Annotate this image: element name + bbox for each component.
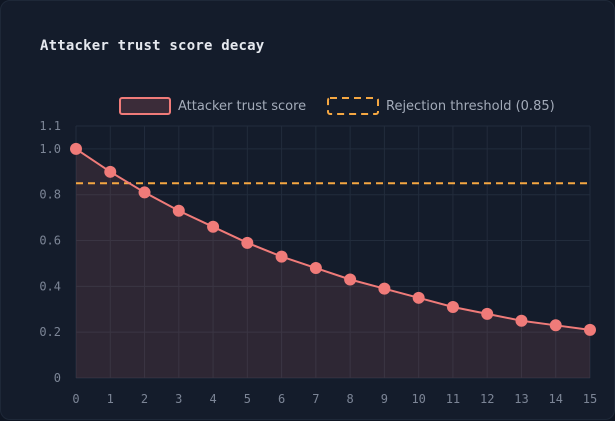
data-point[interactable] [104, 165, 117, 178]
legend[interactable]: Attacker trust score Rejection threshold… [119, 97, 555, 115]
x-tick-label: 6 [278, 392, 285, 406]
legend-label-trust-score: Attacker trust score [178, 99, 306, 114]
data-point[interactable] [172, 204, 185, 217]
data-point[interactable] [309, 262, 322, 275]
trust-score-points [70, 142, 596, 336]
y-tick-labels: 0 0.2 0.4 0.6 0.8 1.0 1.1 [39, 119, 61, 385]
x-tick-label: 14 [549, 392, 563, 406]
data-point[interactable] [446, 300, 459, 313]
x-tick-label: 0 [72, 392, 79, 406]
x-tick-label: 1 [107, 392, 114, 406]
trust-score-line [75, 148, 591, 331]
legend-swatch-trust-score [119, 97, 171, 115]
x-tick-label: 13 [514, 392, 528, 406]
x-tick-label: 9 [381, 392, 388, 406]
data-point[interactable] [584, 323, 596, 336]
legend-label-threshold: Rejection threshold (0.85) [386, 99, 555, 114]
x-tick-label: 15 [583, 392, 597, 406]
y-tick-label: 0.2 [39, 325, 61, 339]
data-point[interactable] [275, 250, 288, 263]
x-tick-label: 2 [141, 392, 148, 406]
y-tick-label: 0.8 [39, 188, 61, 202]
chart-title: Attacker trust score decay [40, 38, 265, 54]
y-tick-label: 0 [54, 371, 61, 385]
y-tick-label: 0.6 [39, 234, 61, 248]
data-point[interactable] [207, 220, 220, 233]
data-point[interactable] [412, 291, 425, 304]
data-point[interactable] [378, 282, 391, 295]
x-tick-label: 12 [480, 392, 494, 406]
x-tick-label: 10 [411, 392, 425, 406]
x-tick-label: 4 [209, 392, 216, 406]
x-tick-label: 8 [347, 392, 354, 406]
data-point[interactable] [344, 273, 357, 286]
x-tick-label: 3 [175, 392, 182, 406]
data-point[interactable] [241, 236, 254, 249]
x-tick-label: 7 [312, 392, 319, 406]
data-point[interactable] [481, 307, 494, 320]
y-tick-label: 1.1 [39, 119, 61, 133]
x-tick-labels: 0 1 2 3 4 5 6 7 8 9 10 11 12 13 14 15 [72, 392, 597, 406]
y-tick-label: 0.4 [39, 279, 61, 293]
trust-score-area [76, 148, 590, 378]
x-tick-label: 5 [244, 392, 251, 406]
data-point[interactable] [138, 186, 151, 199]
y-tick-label: 1.0 [39, 142, 61, 156]
legend-swatch-threshold [327, 97, 379, 115]
data-point[interactable] [515, 314, 528, 327]
x-tick-label: 11 [446, 392, 460, 406]
data-point[interactable] [70, 142, 82, 155]
data-point[interactable] [549, 319, 562, 332]
grid-lines [75, 125, 591, 379]
